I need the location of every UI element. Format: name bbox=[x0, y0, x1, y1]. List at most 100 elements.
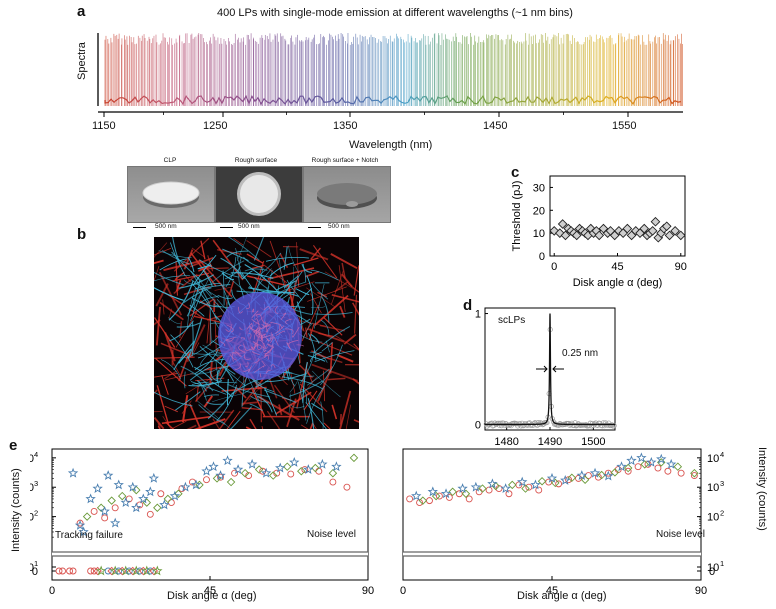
microtubule bbox=[288, 245, 300, 274]
panel-d-letter: d bbox=[463, 297, 473, 314]
axis-break bbox=[52, 552, 368, 556]
microtubule bbox=[311, 402, 324, 411]
data-point bbox=[411, 490, 422, 501]
actin-fiber bbox=[324, 271, 359, 293]
nucleus-fiber bbox=[264, 346, 275, 357]
spectra-lines bbox=[104, 33, 683, 106]
y-tick-exponent: 1 bbox=[720, 559, 724, 568]
actin-fiber bbox=[339, 414, 342, 425]
nucleus-texture bbox=[219, 302, 305, 378]
data-point bbox=[69, 567, 77, 575]
microtubule bbox=[310, 269, 339, 281]
microtubule bbox=[311, 370, 341, 398]
actin-fiber bbox=[173, 273, 198, 295]
microtubule bbox=[325, 340, 330, 353]
y-tick-label: 10 bbox=[30, 562, 34, 574]
data-point bbox=[99, 505, 110, 516]
panel-a-title: 400 LPs with single-mode emission at dif… bbox=[217, 7, 573, 19]
nucleus-fiber bbox=[260, 315, 269, 325]
actin-fiber bbox=[158, 271, 183, 316]
microtubule bbox=[321, 342, 333, 352]
x-tick-label: 1500 bbox=[581, 436, 605, 448]
data-point bbox=[654, 464, 662, 472]
data-point bbox=[117, 491, 127, 501]
y-tick-label: 10 bbox=[707, 482, 719, 494]
data-point bbox=[104, 567, 112, 575]
microtubule bbox=[280, 281, 307, 293]
microtubule bbox=[288, 393, 291, 414]
microtubule bbox=[199, 352, 211, 366]
nucleus-fiber bbox=[243, 343, 249, 352]
microtubule bbox=[204, 394, 220, 397]
microtubule bbox=[250, 395, 270, 403]
nucleus-fiber bbox=[246, 302, 250, 309]
nucleus-fiber bbox=[231, 352, 237, 362]
nucleus-fiber bbox=[263, 354, 269, 360]
nucleus-fiber bbox=[261, 360, 266, 367]
microtubule bbox=[226, 250, 249, 258]
microtubule bbox=[289, 379, 298, 393]
microtubule bbox=[307, 354, 326, 362]
microtubule bbox=[202, 344, 221, 359]
actin-fiber bbox=[353, 419, 359, 423]
data-point bbox=[275, 462, 286, 473]
nucleus-fiber bbox=[225, 324, 232, 332]
actin-fiber bbox=[266, 410, 281, 429]
y-tick-label: 0 bbox=[475, 419, 481, 431]
actin-fiber bbox=[155, 306, 161, 346]
sem-image-notch bbox=[303, 166, 391, 223]
actin-fiber bbox=[247, 275, 290, 287]
actin-fiber bbox=[241, 407, 263, 411]
microtubule bbox=[154, 275, 191, 282]
data-point bbox=[500, 483, 511, 493]
data-point bbox=[690, 468, 699, 478]
microtubule bbox=[176, 322, 201, 328]
data-point bbox=[90, 567, 98, 575]
data-point bbox=[445, 493, 453, 501]
microtubule bbox=[279, 259, 286, 290]
microtubule bbox=[212, 393, 241, 403]
actin-fiber bbox=[206, 309, 211, 344]
y-tick-label: 10 bbox=[30, 512, 34, 524]
data-point bbox=[349, 453, 359, 463]
actin-fiber bbox=[172, 420, 187, 429]
actin-fiber bbox=[164, 372, 194, 381]
data-point bbox=[90, 507, 98, 515]
data-point bbox=[190, 479, 202, 490]
microtubule bbox=[170, 242, 186, 276]
nucleus-fiber bbox=[219, 341, 226, 347]
data-point bbox=[440, 488, 452, 499]
microtubule bbox=[197, 346, 221, 359]
microtubule bbox=[217, 361, 247, 387]
actin-fiber bbox=[353, 265, 359, 296]
data-point bbox=[426, 497, 433, 505]
data-point bbox=[203, 476, 210, 484]
microtubule bbox=[190, 298, 195, 321]
microtubule bbox=[283, 275, 299, 289]
data-point bbox=[623, 463, 633, 473]
data-point bbox=[268, 471, 278, 480]
x-tick-label: 0 bbox=[551, 261, 557, 273]
data-point bbox=[656, 453, 667, 464]
data-point bbox=[418, 496, 428, 505]
e-ylabel-right: Intensity (counts) bbox=[756, 447, 768, 531]
data-point bbox=[545, 478, 553, 486]
microtubule bbox=[230, 406, 253, 429]
data-point bbox=[127, 481, 138, 492]
microtubule bbox=[288, 380, 324, 397]
nucleus-fiber bbox=[256, 328, 261, 338]
actin-fiber bbox=[300, 424, 309, 429]
microtubule bbox=[190, 381, 227, 395]
microtubule bbox=[194, 282, 221, 290]
microtubule bbox=[190, 368, 218, 375]
data-point bbox=[301, 466, 309, 473]
data-point bbox=[78, 526, 89, 537]
microtubule bbox=[169, 320, 194, 342]
microtubule bbox=[192, 254, 217, 287]
nucleus-fiber bbox=[248, 365, 252, 373]
nucleus-fiber bbox=[234, 362, 242, 371]
actin-fiber bbox=[206, 315, 223, 321]
microtubule bbox=[186, 280, 201, 317]
microtubule bbox=[183, 287, 212, 303]
microtubule bbox=[175, 391, 201, 411]
